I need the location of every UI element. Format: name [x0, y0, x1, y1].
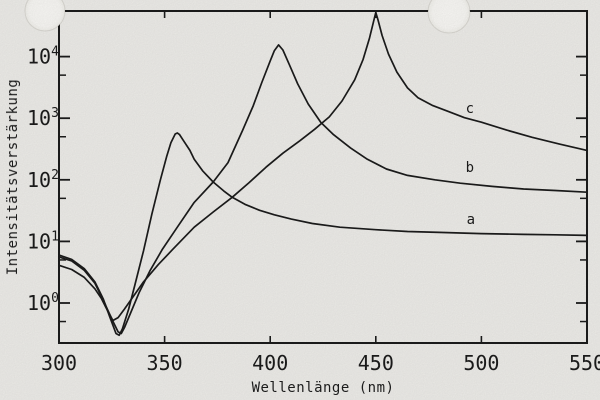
- curve-a-path: [58, 132, 588, 337]
- x-tick-label: 500: [463, 351, 499, 375]
- x-tick-label: 400: [252, 351, 288, 375]
- x-tick-label: 450: [358, 351, 394, 375]
- x-tick-label: 300: [41, 351, 77, 375]
- curve-b-path: [58, 44, 588, 335]
- curve-label-b: b: [466, 160, 474, 176]
- x-axis-title: Wellenlänge (nm): [251, 380, 395, 396]
- y-tick-label: 103: [27, 106, 59, 130]
- x-tick-label: 550: [569, 351, 600, 375]
- plot-frame: [58, 10, 588, 344]
- y-axis-title: Intensitätsverstärkung: [5, 78, 21, 276]
- hole-punch-artifact: [24, 0, 66, 32]
- curve-label-a: a: [467, 212, 475, 228]
- hole-punch-artifact: [427, 0, 471, 34]
- curve-label-c: c: [466, 101, 474, 117]
- x-tick-label: 350: [147, 351, 183, 375]
- curve-c-path: [58, 11, 588, 322]
